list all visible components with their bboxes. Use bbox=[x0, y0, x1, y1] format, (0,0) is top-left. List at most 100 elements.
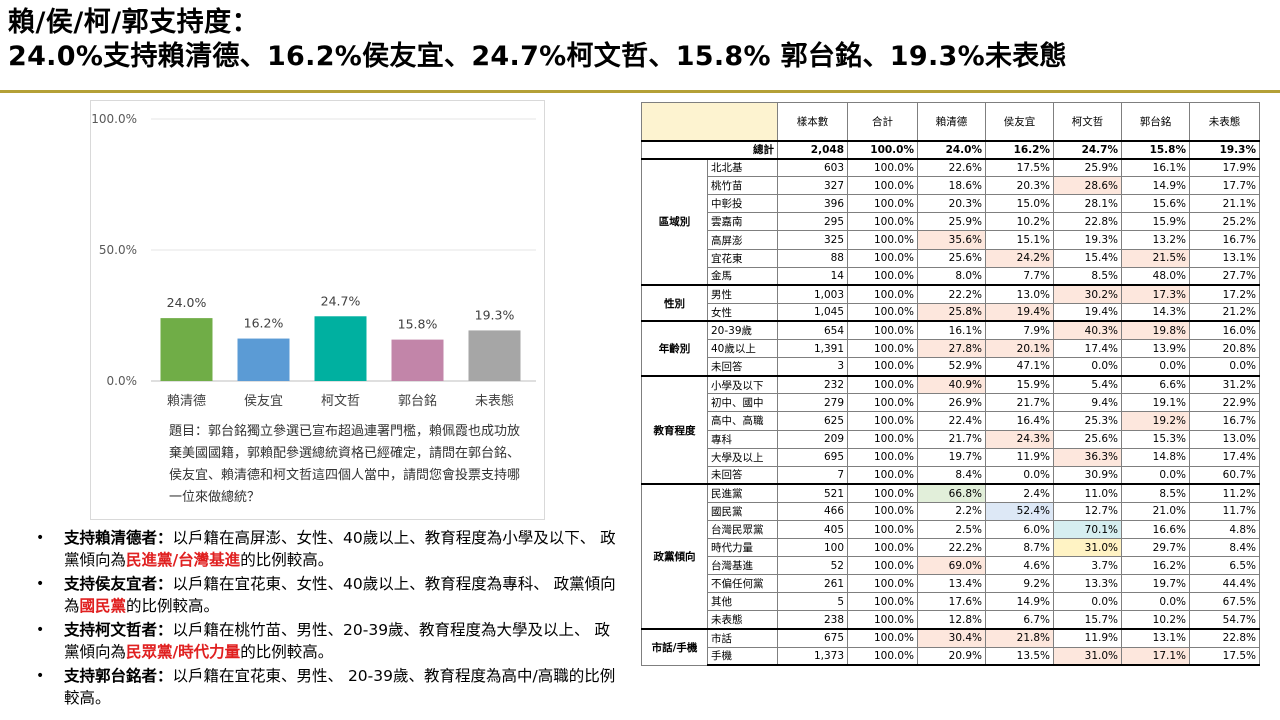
data-cell: 8.5% bbox=[1121, 483, 1190, 503]
data-cell: 17.2% bbox=[1189, 284, 1260, 304]
data-cell: 9.2% bbox=[985, 574, 1054, 594]
data-cell: 238 bbox=[777, 610, 848, 630]
table-total-row: 總計 2,048 100.0% 24.0% 16.2% 24.7% 15.8% 19.3% bbox=[641, 139, 1260, 160]
column-header: 樣本數 bbox=[777, 102, 848, 141]
data-cell: 100.0% bbox=[847, 157, 918, 178]
x-tick-label: 未表態 bbox=[475, 393, 514, 409]
table-row: 宜花東 88 100.0% 25.6% 24.2% 15.4% 21.5% 13.1% bbox=[642, 248, 1260, 268]
data-cell: 2.5% bbox=[917, 519, 986, 540]
finding-heading: 支持郭台銘者： bbox=[64, 667, 173, 685]
data-cell: 19.8% bbox=[1121, 320, 1190, 341]
group-label: 教育程度 bbox=[641, 374, 708, 485]
data-cell: 25.6% bbox=[917, 248, 986, 268]
data-cell: 8.4% bbox=[1189, 538, 1260, 558]
data-cell: 19.2% bbox=[1121, 411, 1190, 431]
data-cell: 14.9% bbox=[1121, 176, 1190, 196]
table-row: 女性 1,045 100.0% 25.8% 19.4% 19.4% 14.3% 21.2% bbox=[642, 302, 1260, 322]
data-cell: 100 bbox=[777, 538, 848, 558]
data-cell: 100.0% bbox=[847, 176, 918, 196]
data-cell: 40.9% bbox=[917, 374, 986, 395]
data-cell: 15.9% bbox=[985, 374, 1054, 395]
bar-chart: 0.0% 50.0% 100.0% 24.0% 賴清德 16.2% 侯友宜 24.7% 柯文哲 1… bbox=[91, 112, 536, 409]
data-cell: 100.0% bbox=[847, 302, 918, 322]
row-label: 高屏澎 bbox=[707, 230, 778, 250]
data-cell: 69.0% bbox=[917, 556, 986, 576]
data-cell: 16.4% bbox=[985, 411, 1054, 431]
data-cell: 15.1% bbox=[985, 230, 1054, 250]
data-cell: 405 bbox=[777, 519, 848, 540]
data-cell: 22.6% bbox=[917, 157, 986, 178]
data-cell: 232 bbox=[777, 374, 848, 395]
data-cell: 100.0% bbox=[847, 320, 918, 341]
table-corner bbox=[641, 102, 778, 141]
data-cell: 13.1% bbox=[1189, 248, 1260, 268]
data-cell: 54.7% bbox=[1189, 610, 1260, 630]
data-cell: 17.4% bbox=[1053, 339, 1122, 359]
data-cell: 30.2% bbox=[1053, 284, 1122, 304]
data-cell: 19.4% bbox=[1053, 302, 1122, 322]
column-header: 郭台銘 bbox=[1121, 102, 1190, 141]
data-cell: 327 bbox=[777, 176, 848, 196]
data-cell: 0.0% bbox=[1053, 592, 1122, 612]
bar bbox=[237, 338, 290, 381]
data-cell: 675 bbox=[777, 628, 848, 648]
bar-value-label: 24.0% bbox=[167, 295, 207, 310]
finding-tail: 的比例較高。 bbox=[240, 551, 334, 569]
data-cell: 6.7% bbox=[985, 610, 1054, 630]
data-cell: 1,391 bbox=[777, 339, 848, 359]
data-cell: 17.3% bbox=[1121, 284, 1190, 304]
data-cell: 14 bbox=[777, 266, 848, 286]
data-cell: 17.4% bbox=[1189, 447, 1260, 467]
data-cell: 100.0% bbox=[847, 646, 918, 667]
data-cell: 52.9% bbox=[917, 357, 986, 377]
data-cell: 19.4% bbox=[985, 302, 1054, 322]
data-cell: 35.6% bbox=[917, 230, 986, 250]
data-cell: 100.0% bbox=[847, 628, 918, 648]
table-row: 桃竹苗 327 100.0% 18.6% 20.3% 28.6% 14.9% 17.7% bbox=[642, 176, 1260, 196]
data-cell: 100.0% bbox=[847, 248, 918, 268]
bullet-icon: • bbox=[36, 576, 45, 592]
data-cell: 15.6% bbox=[1121, 194, 1190, 214]
y-tick-label: 0.0% bbox=[107, 374, 138, 388]
bar bbox=[391, 339, 444, 381]
data-cell: 17.1% bbox=[1121, 646, 1190, 667]
data-cell: 17.5% bbox=[985, 157, 1054, 178]
row-label: 時代力量 bbox=[707, 538, 778, 558]
table-row: 年齡別 20-39歲 654 100.0% 16.1% 7.9% 40.3% 19.8% 16.… bbox=[641, 320, 1260, 377]
y-tick-label: 100.0% bbox=[91, 112, 137, 126]
data-cell: 13.2% bbox=[1121, 230, 1190, 250]
data-cell: 20.1% bbox=[985, 339, 1054, 359]
row-label: 民進黨 bbox=[707, 483, 778, 503]
table-row: 市話/手機 市話 675 100.0% 30.4% 21.8% 11.9% 13.1% 22.8… bbox=[641, 628, 1260, 666]
data-cell: 24.3% bbox=[985, 429, 1054, 449]
data-cell: 52 bbox=[777, 556, 848, 576]
bullet-icon: • bbox=[36, 668, 45, 684]
data-cell: 2.4% bbox=[985, 483, 1054, 503]
row-label: 北北基 bbox=[707, 157, 778, 178]
finding-tail: 的比例較高。 bbox=[126, 597, 220, 615]
bar-value-label: 16.2% bbox=[244, 316, 284, 331]
data-cell: 31.0% bbox=[1053, 646, 1122, 667]
title-line-2: 24.0%支持賴清德、16.2%侯友宜、24.7%柯文哲、15.8% 郭台銘、1… bbox=[8, 41, 1067, 72]
data-cell: 25.8% bbox=[917, 302, 986, 322]
data-cell: 22.9% bbox=[1189, 393, 1260, 413]
data-cell: 21.2% bbox=[1189, 302, 1260, 322]
data-cell: 100.0% bbox=[847, 592, 918, 612]
data-cell: 21.1% bbox=[1189, 194, 1260, 214]
row-label: 初中、國中 bbox=[707, 393, 778, 413]
data-cell: 6.6% bbox=[1121, 374, 1190, 395]
table-row: 國民黨 466 100.0% 2.2% 52.4% 12.7% 21.0% 11.7% bbox=[642, 501, 1260, 521]
data-cell: 100.0% bbox=[847, 230, 918, 250]
data-cell: 26.9% bbox=[917, 393, 986, 413]
data-cell: 13.3% bbox=[1053, 574, 1122, 594]
data-cell: 88 bbox=[777, 248, 848, 268]
data-cell: 17.7% bbox=[1189, 176, 1260, 196]
data-cell: 31.0% bbox=[1053, 538, 1122, 558]
data-cell: 40.3% bbox=[1053, 320, 1122, 341]
data-cell: 8.4% bbox=[917, 465, 986, 485]
bar bbox=[468, 330, 521, 381]
title-line-1: 賴/侯/柯/郭支持度： bbox=[8, 7, 260, 38]
data-cell: 13.1% bbox=[1121, 628, 1190, 648]
data-cell: 47.1% bbox=[985, 357, 1054, 377]
data-cell: 13.5% bbox=[985, 646, 1054, 667]
